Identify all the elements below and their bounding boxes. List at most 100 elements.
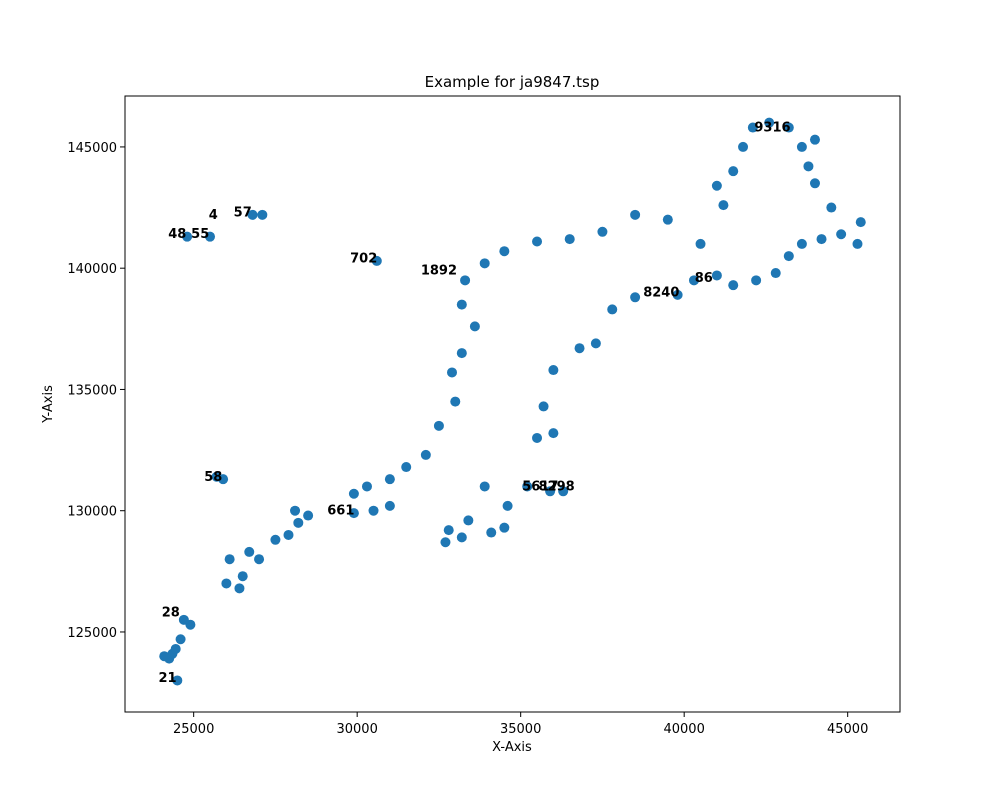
scatter-point: [172, 675, 183, 686]
scatter-point: [574, 343, 585, 354]
point-label: 4: [209, 208, 218, 223]
scatter-point: [469, 321, 480, 332]
point-label: 702: [350, 251, 377, 266]
scatter-point: [384, 474, 395, 485]
scatter-point: [662, 214, 673, 225]
x-axis-label: X-Axis: [492, 740, 532, 755]
scatter-point: [783, 251, 794, 262]
scatter-point: [688, 275, 699, 286]
scatter-point: [499, 522, 510, 533]
scatter-point: [783, 122, 794, 133]
scatter-point: [558, 486, 569, 497]
scatter-point: [290, 505, 301, 516]
scatter-point: [205, 231, 216, 242]
chart-title: Example for ja9847.tsp: [425, 73, 600, 91]
scatter-point: [764, 117, 775, 128]
point-label: 8240: [643, 285, 679, 300]
scatter-point: [590, 338, 601, 349]
scatter-point: [695, 238, 706, 249]
scatter-point: [170, 643, 181, 654]
scatter-point: [803, 161, 814, 172]
scatter-point: [440, 537, 451, 548]
y-tick-label: 145000: [67, 141, 117, 156]
scatter-point: [747, 122, 758, 133]
point-label: 661: [327, 504, 354, 519]
scatter-point: [796, 141, 807, 152]
scatter-point: [836, 229, 847, 240]
scatter-point: [361, 481, 372, 492]
scatter-point: [607, 304, 618, 315]
scatter-point: [826, 202, 837, 213]
scatter-point: [548, 428, 559, 439]
x-tick-label: 30000: [336, 722, 377, 737]
scatter-point: [456, 299, 467, 310]
scatter-point: [502, 500, 513, 511]
scatter-point: [348, 488, 359, 499]
scatter-point: [532, 236, 543, 247]
scatter-point: [548, 365, 559, 376]
x-tick-label: 45000: [827, 722, 868, 737]
scatter-point: [371, 255, 382, 266]
scatter-point: [175, 634, 186, 645]
x-tick-label: 40000: [663, 722, 704, 737]
y-axis: 125000 130000 135000 140000 145000: [67, 141, 125, 641]
scatter-point: [221, 578, 232, 589]
scatter-point: [234, 583, 245, 594]
scatter-point: [809, 178, 820, 189]
scatter-point: [751, 275, 762, 286]
scatter-point: [816, 234, 827, 245]
scatter-point: [460, 275, 471, 286]
x-tick-label: 35000: [500, 722, 541, 737]
point-label: 28: [162, 606, 180, 621]
scatter-point: [443, 525, 454, 536]
point-label: 57: [234, 205, 252, 220]
scatter-point: [368, 505, 379, 516]
scatter-point: [711, 180, 722, 191]
scatter-point: [672, 289, 683, 300]
scatter-point: [630, 292, 641, 303]
scatter-point: [270, 534, 281, 545]
point-label: 21: [158, 671, 176, 686]
point-label: 48: [168, 227, 186, 242]
scatter-point: [728, 166, 739, 177]
scatter-point: [244, 546, 255, 557]
scatter-point: [463, 515, 474, 526]
plot-frame: [124, 95, 901, 713]
scatter-point: [728, 280, 739, 291]
y-tick-label: 130000: [67, 505, 117, 520]
scatter-point: [479, 258, 490, 269]
scatter-point: [711, 270, 722, 281]
scatter-point: [348, 508, 359, 519]
scatter-point: [456, 532, 467, 543]
y-tick-label: 140000: [67, 262, 117, 277]
scatter-point: [738, 141, 749, 152]
scatter-point: [447, 367, 458, 378]
scatter-point: [178, 614, 189, 625]
scatter-point: [456, 348, 467, 359]
scatter-point: [384, 500, 395, 511]
scatter-point: [401, 462, 412, 473]
scatter-point: [433, 420, 444, 431]
point-label: 9316: [754, 121, 790, 136]
scatter-point: [499, 246, 510, 257]
x-axis: 25000 30000 35000 40000 45000: [173, 712, 868, 737]
y-tick-label: 135000: [67, 383, 117, 398]
scatter-point: [159, 651, 170, 662]
scatter-point: [211, 471, 222, 482]
scatter-point: [855, 217, 866, 228]
y-axis-label: Y-Axis: [41, 385, 56, 424]
point-label: 1892: [421, 264, 457, 279]
scatter-point: [809, 134, 820, 145]
scatter-point: [545, 486, 556, 497]
scatter-point: [479, 481, 490, 492]
scatter-point: [486, 527, 497, 538]
scatter-point: [182, 231, 193, 242]
scatter-point: [564, 234, 575, 245]
scatter-point: [852, 238, 863, 249]
y-tick-label: 125000: [67, 626, 117, 641]
scatter-point: [597, 226, 608, 237]
scatter-point: [293, 517, 304, 528]
